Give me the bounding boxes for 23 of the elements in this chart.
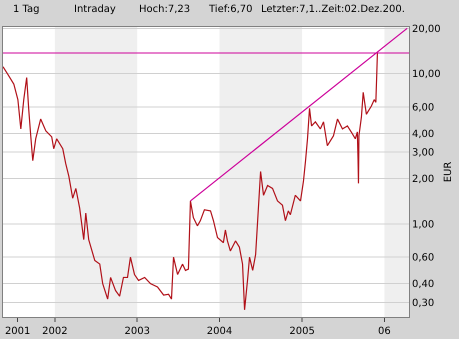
x-tick-label: 2001 (4, 326, 30, 337)
y-tick-label: 10,00 (412, 69, 441, 80)
y-axis-title: EUR (443, 162, 454, 182)
y-tick-label: 0,30 (412, 298, 434, 309)
y-tick-label: 6,00 (412, 102, 434, 114)
text: Tief:6,70 (208, 4, 253, 15)
x-tick-label: 2005 (289, 326, 315, 337)
text: Hoch:7,23 (139, 4, 190, 15)
y-tick-label: 0,40 (412, 279, 434, 290)
y-tick-label: 1,00 (412, 219, 434, 230)
y-tick-label: 4,00 (412, 128, 434, 140)
y-tick-label: 0,60 (412, 252, 434, 264)
x-tick-label: 06 (378, 326, 391, 337)
text: Letzter:7,1..Zeit:02.Dez.200. (261, 4, 405, 15)
y-tick-label: 2,00 (412, 174, 434, 186)
text: 1 Tag (13, 4, 40, 15)
x-tick-label: 2004 (206, 326, 232, 337)
x-tick-label: 2002 (42, 326, 68, 337)
line-series (3, 52, 378, 310)
y-tick-label: 3,00 (412, 148, 434, 159)
text: Intraday (74, 4, 116, 15)
x-tick-label: 2003 (124, 326, 150, 337)
y-tick-label: 20,00 (412, 24, 441, 35)
